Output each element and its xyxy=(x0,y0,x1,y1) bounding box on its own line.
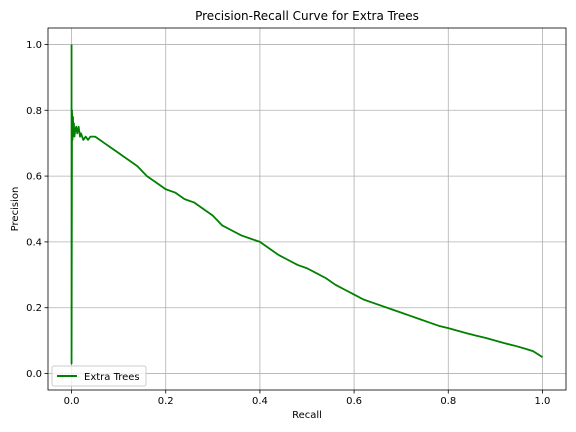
y-tick-label: 0.4 xyxy=(26,237,42,248)
y-axis-label: Precision xyxy=(10,187,21,232)
legend: Extra Trees xyxy=(51,365,147,387)
plot-frame xyxy=(47,27,567,391)
x-tick-label: 0.4 xyxy=(252,396,268,407)
y-tick-label: 0.2 xyxy=(26,303,42,314)
x-tick-label: 0.8 xyxy=(440,396,456,407)
y-tick-label: 1.0 xyxy=(26,40,42,51)
y-tick-label: 0.6 xyxy=(26,172,42,183)
y-tick-label: 0.0 xyxy=(26,369,42,380)
series-layer xyxy=(70,44,543,365)
x-tick-label: 0.6 xyxy=(346,396,362,407)
x-tick-label: 0.2 xyxy=(158,396,174,407)
y-tick-label: 0.8 xyxy=(26,106,42,117)
ticks: 0.0 0.2 0.4 0.6 0.8 1.0 0.0 0.2 0.4 0.6 0.8 1.0 xyxy=(26,40,550,407)
legend-box xyxy=(51,365,147,387)
x-axis-label: Recall xyxy=(292,410,322,421)
chart-title: Precision-Recall Curve for Extra Trees xyxy=(195,9,419,23)
legend-label-extra-trees: Extra Trees xyxy=(84,372,140,383)
grid xyxy=(48,28,566,390)
x-tick-label: 0.0 xyxy=(64,396,80,407)
series-line-extra-trees xyxy=(70,44,543,365)
x-tick-label: 1.0 xyxy=(535,396,551,407)
